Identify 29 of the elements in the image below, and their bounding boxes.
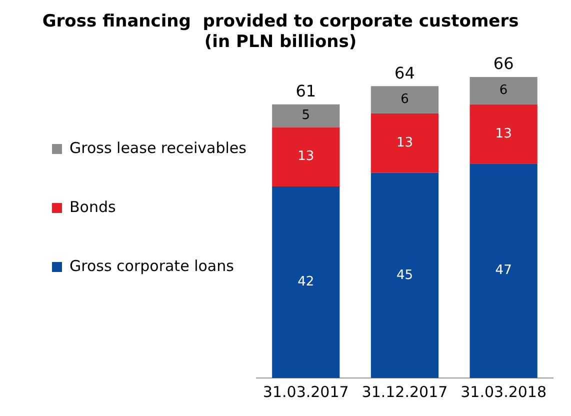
total-label: 66: [493, 54, 514, 74]
data-label: 5: [302, 108, 310, 124]
chart-title: Gross financing provided to corporate customers: [42, 12, 519, 32]
bar: [470, 77, 538, 104]
x-tick-label: 31.03.2017: [262, 382, 349, 401]
data-label: 47: [495, 263, 512, 278]
legend-label: Gross lease receivables: [70, 138, 247, 157]
bar: [272, 186, 340, 378]
x-tick-label: 31.03.2018: [460, 382, 547, 401]
data-label: 6: [499, 83, 508, 98]
bar: [370, 86, 439, 114]
data-label: 13: [495, 126, 512, 142]
data-label: 6: [400, 92, 409, 108]
legend-label: Gross corporate loans: [70, 256, 234, 275]
x-tick-label: 31.12.2017: [362, 382, 448, 401]
bar: [272, 127, 340, 186]
data-label: 13: [298, 149, 314, 164]
bar: [272, 104, 340, 128]
bar: [470, 104, 538, 164]
chart-subtitle: (in PLN billions): [204, 32, 357, 52]
data-label: 13: [396, 136, 413, 151]
total-label: 64: [394, 63, 415, 82]
data-label: 45: [396, 268, 413, 283]
bar: [370, 114, 439, 173]
legend-label: Bonds: [70, 198, 116, 216]
bar: [370, 172, 439, 378]
total-label: 61: [296, 82, 316, 101]
data-label: 42: [298, 274, 314, 290]
bar: [470, 164, 538, 378]
